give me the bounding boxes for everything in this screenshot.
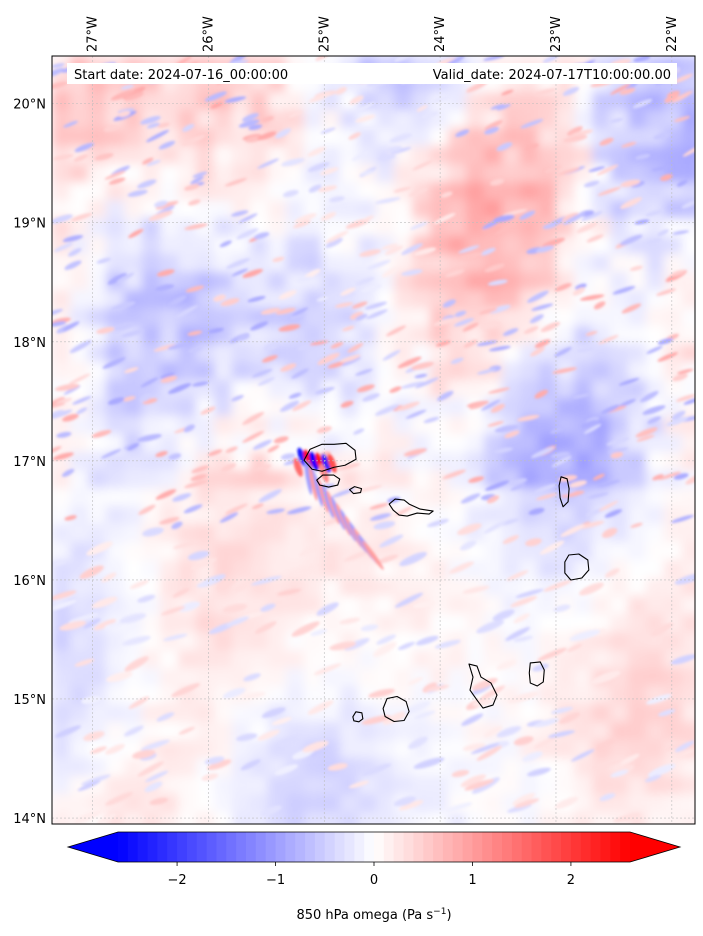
- colorbar-swatch: [413, 832, 424, 862]
- island-coastlines: [303, 442, 590, 723]
- colorbar-swatch: [492, 832, 503, 862]
- colorbar-swatch: [147, 832, 158, 862]
- latitude-label: 18°N: [13, 336, 46, 351]
- map-frame: [51, 55, 696, 825]
- colorbar-swatch: [354, 832, 365, 862]
- colorbar-swatch: [226, 832, 237, 862]
- longitude-label: 25°W: [317, 16, 332, 52]
- colorbar-swatch: [570, 832, 582, 862]
- island-outline: [352, 711, 364, 723]
- colorbar-swatch: [324, 832, 336, 862]
- colorbar-tick-label: −1: [266, 873, 285, 888]
- colorbar-tick-label: 0: [370, 873, 378, 888]
- map-gridlines: [52, 56, 695, 824]
- island-outline: [564, 553, 590, 581]
- longitude-labels: 27°W 26°W 25°W 24°W 23°W 22°W: [86, 16, 680, 52]
- colorbar-swatch: [580, 832, 592, 862]
- colorbar-max-extension: [630, 832, 680, 862]
- colorbar-min-extension: [68, 832, 118, 862]
- colorbar-swatch: [334, 832, 346, 862]
- omega-field-detail: [52, 56, 695, 824]
- latitude-labels: 20°N 19°N 18°N 17°N 16°N 15°N 14°N: [13, 98, 46, 827]
- colorbar-swatch: [521, 832, 533, 862]
- colorbar-swatch: [403, 832, 414, 862]
- colorbar-swatch: [364, 832, 375, 862]
- colorbar-swatch: [285, 832, 296, 862]
- colorbar-swatch: [452, 832, 464, 862]
- colorbar-swatch: [610, 832, 621, 862]
- latitude-label: 14°N: [13, 812, 46, 827]
- longitude-label: 27°W: [86, 16, 101, 52]
- colorbar-ticks: −2 −1 0 1 2: [167, 862, 575, 888]
- colorbar-swatch: [620, 832, 631, 862]
- island-outline: [382, 695, 410, 723]
- colorbar-swatch: [177, 832, 188, 862]
- longitude-label: 23°W: [549, 16, 564, 52]
- colorbar-swatch: [206, 832, 218, 862]
- colorbar-swatch: [541, 832, 552, 862]
- header-box: Start date: 2024-07-16_00:00:00 Valid_da…: [67, 63, 677, 84]
- colorbar-swatch: [374, 832, 385, 862]
- colorbar-swatch: [472, 832, 483, 862]
- island-outline: [303, 442, 357, 472]
- island-outline: [348, 486, 363, 495]
- colorbar-swatch: [423, 832, 434, 862]
- colorbar-swatch: [127, 832, 139, 862]
- colorbar-swatch: [305, 832, 316, 862]
- colorbar-swatch: [137, 832, 149, 862]
- island-outline: [388, 498, 434, 517]
- colorbar-label: 850 hPa omega (Pa s−1): [296, 907, 451, 923]
- island-outline: [468, 663, 498, 709]
- latitude-label: 17°N: [13, 455, 46, 470]
- colorbar-swatch: [393, 832, 405, 862]
- colorbar-swatch: [255, 832, 267, 862]
- colorbar-swatch: [482, 832, 493, 862]
- colorbar-swatch: [295, 832, 306, 862]
- colorbar-swatch: [511, 832, 523, 862]
- latitude-label: 15°N: [13, 693, 46, 708]
- longitude-label: 22°W: [665, 16, 680, 52]
- longitude-label: 24°W: [433, 16, 448, 52]
- colorbar-swatch: [531, 832, 542, 862]
- map-axes: 27°W 26°W 25°W 24°W 23°W 22°W 20°N 19°N 18°N 17°…: [13, 16, 696, 827]
- colorbar-swatch: [236, 832, 247, 862]
- colorbar-swatch: [186, 832, 198, 862]
- colorbar-swatch: [196, 832, 208, 862]
- colorbar-swatch: [344, 832, 355, 862]
- colorbar-swatch: [600, 832, 611, 862]
- colorbar-tick-label: 1: [468, 873, 476, 888]
- valid-date-label: Valid_date: 2024-07-17T10:00:00.00: [433, 68, 671, 83]
- colorbar-swatch: [433, 832, 444, 862]
- colorbar-swatch: [118, 832, 129, 862]
- latitude-label: 16°N: [13, 574, 46, 589]
- colorbar-swatch: [246, 832, 257, 862]
- colorbar-swatch: [551, 832, 562, 862]
- colorbar-swatch: [442, 832, 454, 862]
- colorbar-swatch: [157, 832, 168, 862]
- colorbar-swatch: [561, 832, 572, 862]
- start-date-label: Start date: 2024-07-16_00:00:00: [74, 68, 288, 83]
- colorbar-swatch: [265, 832, 277, 862]
- island-outline: [558, 476, 570, 508]
- colorbar-swatch: [462, 832, 474, 862]
- colorbar-swatch: [590, 832, 602, 862]
- colorbar-swatch: [275, 832, 286, 862]
- colorbar-swatch: [502, 832, 513, 862]
- colorbar-swatch: [216, 832, 227, 862]
- colorbar-tick-label: 2: [567, 873, 575, 888]
- colorbar-swatch: [167, 832, 178, 862]
- colorbar-outline: [66, 831, 682, 863]
- longitude-label: 26°W: [201, 16, 216, 52]
- colorbar-swatches: [68, 832, 680, 862]
- island-outline: [528, 661, 545, 687]
- colorbar-swatch: [314, 832, 326, 862]
- island-outline: [316, 474, 341, 488]
- colorbar: −2 −1 0 1 2 850 hPa omega (Pa s−1): [66, 831, 682, 923]
- latitude-label: 19°N: [13, 217, 46, 232]
- colorbar-tick-label: −2: [167, 873, 186, 888]
- colorbar-swatch: [383, 832, 395, 862]
- latitude-label: 20°N: [13, 98, 46, 113]
